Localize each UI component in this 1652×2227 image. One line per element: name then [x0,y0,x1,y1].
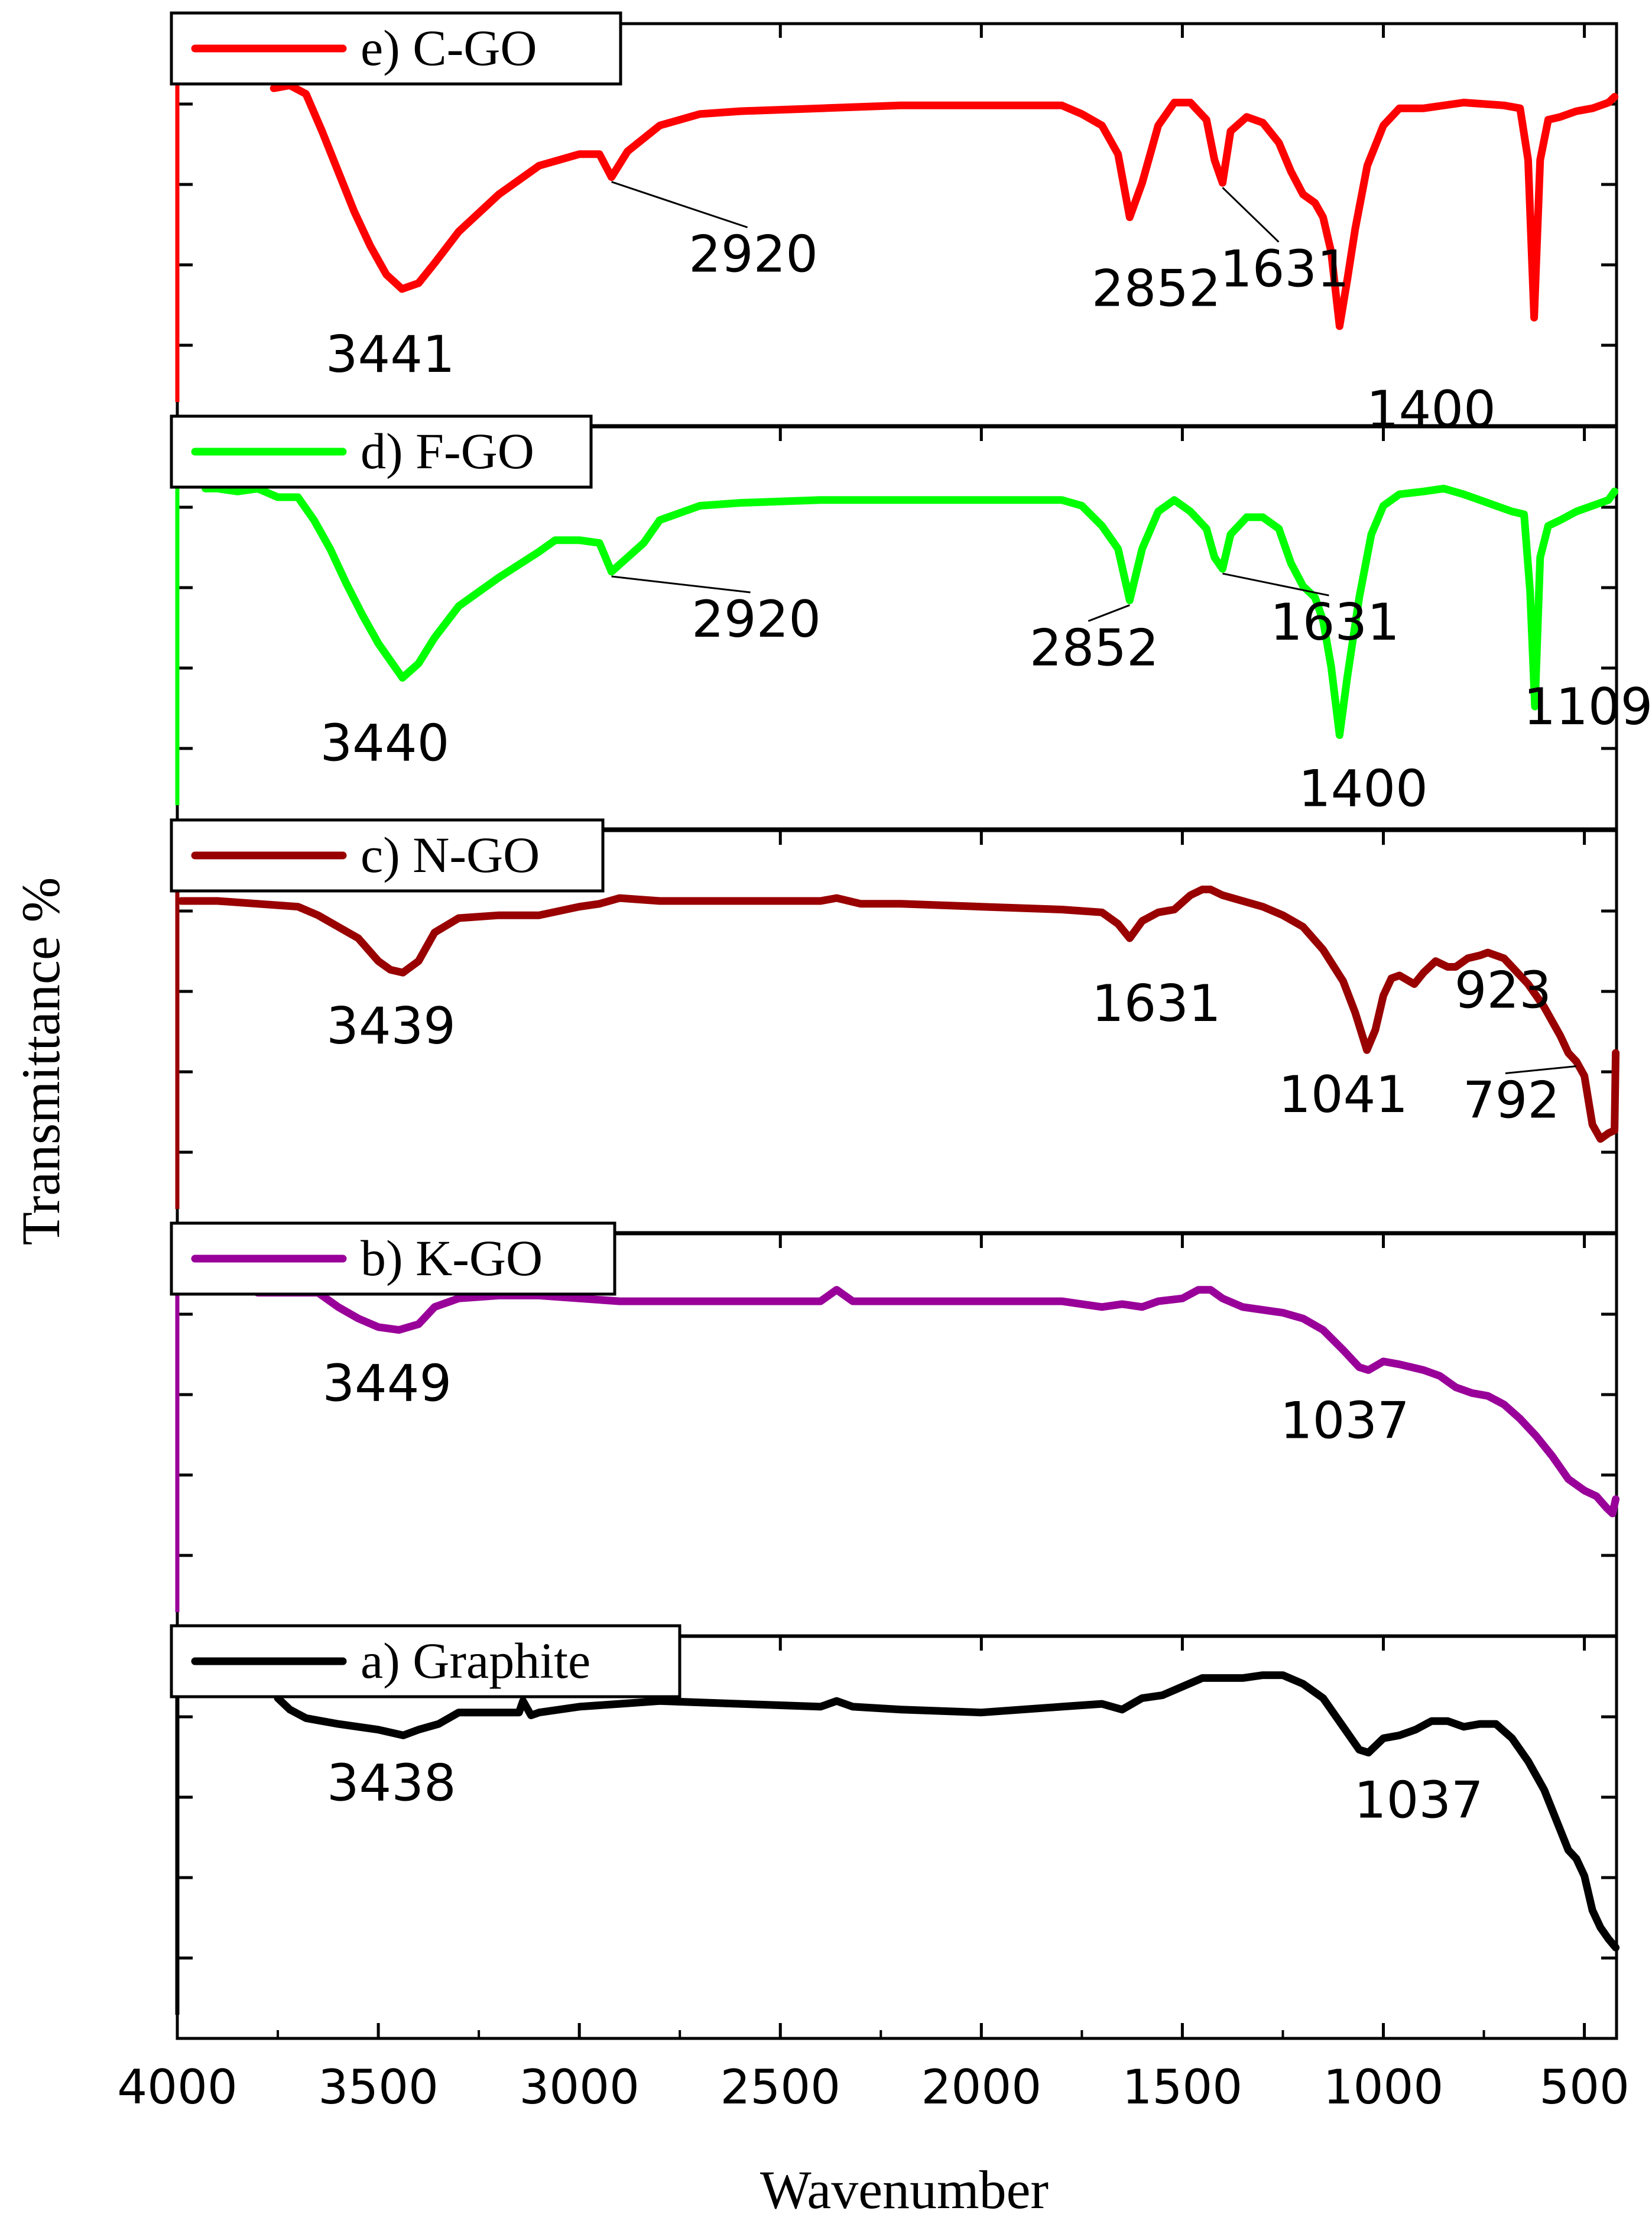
peak-label: 1041 [1278,1065,1408,1124]
legend-label: c) N-GO [361,826,540,883]
peak-label: 1400 [1299,760,1428,819]
peak-label: 3440 [320,714,449,773]
series-line-b-k-go [254,1286,1620,1518]
peak-label: 3441 [326,325,455,384]
peak-leader [1088,604,1130,622]
panel-c-n-go: c) N-GO 3439 1631 923 1041 792 [170,818,1620,1234]
series-line-e-c-go [270,81,1619,330]
peak-label: 792 [1463,1071,1560,1130]
peak-label: 923 [1455,961,1552,1020]
x-axis: 4000 3500 3000 2500 2000 1500 1000 500 [117,2023,1630,2115]
peak-label: 1631 [1220,239,1349,299]
legend-label: d) F-GO [361,423,534,479]
peak-label: 1037 [1354,1771,1484,1830]
peak-label: 3439 [326,997,456,1056]
x-tick-label: 1000 [1323,2060,1444,2115]
legend-label: b) K-GO [361,1230,543,1286]
peak-label: 1109 [1523,677,1652,737]
peak-leader [1222,187,1280,243]
peak-label: 1400 [1367,380,1496,439]
peak-leader [1505,1065,1577,1075]
x-tick-label: 2000 [921,2060,1042,2115]
x-tick-label: 2500 [720,2060,840,2115]
x-axis-label: Wavenumber [760,2160,1049,2220]
x-tick-label: 500 [1539,2060,1630,2115]
x-tick-label: 1500 [1122,2060,1243,2115]
panel-d-f-go: d) F-GO 3440 2920 2852 1631 1400 1109 [170,414,1652,831]
y-axis-label: Transmittance % [11,877,71,1246]
x-tick-label: 3500 [318,2060,439,2115]
peak-label: 2920 [689,225,818,284]
x-tick-label: 3000 [519,2060,640,2115]
peak-label: 1631 [1270,593,1400,652]
series-line-c-n-go [177,886,1620,1143]
panel-a-graphite: a) Graphite 3438 1037 [170,1624,1620,2040]
series-line-d-f-go [202,484,1619,739]
legend-label: e) C-GO [361,20,537,76]
peak-leader [1222,572,1329,597]
peak-label: 2852 [1092,260,1221,319]
peak-label: 2920 [692,590,821,649]
peak-leader [611,181,748,229]
peak-leader [611,575,751,594]
peak-label: 3438 [327,1753,456,1813]
x-tick-label: 4000 [117,2060,238,2115]
legend-label: a) Graphite [361,1632,590,1689]
peak-label: 2852 [1030,619,1159,678]
series-line-a-graphite [274,1671,1620,1952]
legend-box [170,414,593,489]
peak-label: 3449 [322,1354,452,1414]
panel-b-k-go: b) K-GO 3449 1037 [170,1221,1620,1638]
peak-label: 1631 [1092,974,1221,1033]
peak-label: 1037 [1280,1392,1410,1451]
